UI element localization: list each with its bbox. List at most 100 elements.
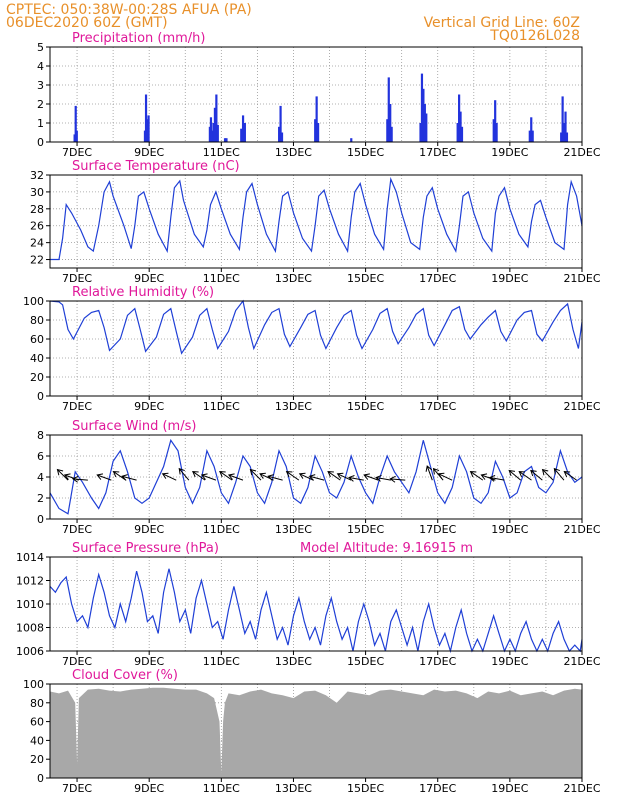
x-tick-label: 21DEC	[563, 782, 600, 795]
precip-bar	[460, 126, 464, 142]
panel-title: Surface Temperature (nC)	[72, 159, 240, 174]
x-tick-label: 13DEC	[275, 272, 312, 285]
x-tick-label: 15DEC	[347, 782, 384, 795]
wind-arrow	[518, 470, 532, 481]
x-tick-label: 19DEC	[491, 146, 528, 159]
plot-frame	[49, 300, 583, 397]
x-tick-label: 13DEC	[275, 146, 312, 159]
wind-arrow	[56, 468, 69, 481]
wind-arrow	[389, 475, 406, 483]
precip-bar	[279, 105, 282, 142]
y-tick-label: 4	[37, 60, 44, 73]
x-tick-label: 7DEC	[62, 272, 92, 285]
wind-arrow	[178, 467, 190, 481]
panel-3: 0 2 4 6 8 7DEC 9DEC 11DEC 13DEC 15DEC 17DEC 19DEC 21…	[37, 419, 601, 536]
precip-bar	[144, 94, 148, 142]
panel-title: Cloud Cover (%)	[72, 668, 178, 683]
x-tick-label: 15DEC	[347, 523, 384, 536]
y-tick-label: 3	[37, 79, 44, 92]
y-tick-label: 1010	[16, 598, 44, 611]
plot-frame	[49, 683, 583, 779]
x-tick-label: 21DEC	[563, 655, 600, 668]
panels: 0 1 2 3 4 5 7DEC 9DEC 11DEC 13DEC 15DEC 17DEC 19DEC 2…	[16, 31, 601, 795]
panel-1: 22 24 26 28 30 32 7DEC 9DEC 11DEC 13DEC 15DEC 17DEC…	[30, 159, 601, 285]
wind-arrow	[308, 474, 325, 481]
wind-arrow	[541, 468, 554, 481]
precip-bar	[225, 138, 228, 142]
precip-bar	[350, 138, 353, 142]
x-tick-label: 9DEC	[134, 782, 164, 795]
y-tick-label: 22	[30, 254, 44, 267]
x-tick-label: 7DEC	[62, 782, 92, 795]
wind-arrow	[437, 472, 453, 481]
y-tick-label: 26	[30, 220, 44, 233]
precip-bar	[531, 130, 534, 142]
wind-arrow	[375, 474, 391, 482]
precip-bar	[456, 123, 459, 142]
panel-annotation: Model Altitude: 9.16915 m	[300, 541, 473, 556]
wind-arrow	[480, 473, 496, 481]
precip-bar	[565, 132, 569, 142]
x-tick-label: 11DEC	[203, 146, 240, 159]
y-tick-label: 4	[37, 471, 44, 484]
precip-bar	[561, 96, 564, 142]
wind-arrow	[469, 470, 484, 481]
panel-title: Surface Wind (m/s)	[72, 419, 196, 434]
precip-bar	[209, 117, 213, 142]
x-tick-label: 7DEC	[62, 146, 92, 159]
precip-bar	[389, 104, 392, 142]
x-tick-label: 13DEC	[275, 523, 312, 536]
x-tick-label: 9DEC	[134, 146, 164, 159]
x-tick-label: 21DEC	[563, 523, 600, 536]
y-tick-label: 1	[37, 117, 44, 130]
header-date: 06DEC2020 60Z (GMT)	[6, 15, 168, 31]
precip-bar	[241, 115, 245, 142]
precip-bar	[530, 117, 533, 142]
cloud-area	[50, 687, 582, 778]
precip-bar	[216, 124, 219, 142]
precip-bar	[528, 130, 531, 142]
wind-arrow	[488, 474, 505, 482]
series-line	[50, 176, 583, 261]
precip-bar	[390, 126, 393, 142]
precip-bar	[560, 132, 563, 142]
x-tick-label: 21DEC	[563, 272, 600, 285]
x-tick-label: 9DEC	[134, 523, 164, 536]
wind-arrow	[336, 472, 352, 481]
x-tick-label: 11DEC	[203, 400, 240, 413]
y-tick-label: 0	[37, 136, 44, 149]
wind-arrow	[219, 470, 233, 481]
precip-bar	[278, 126, 281, 142]
y-tick-label: 60	[30, 716, 44, 729]
panel-4: 1006 1008 1010 1012 1014 7DEC 9DEC 11DEC 13DEC 15…	[16, 541, 601, 668]
precip-bar	[423, 104, 426, 142]
x-tick-label: 19DEC	[491, 523, 528, 536]
y-tick-label: 5	[37, 41, 44, 54]
precip-bar	[243, 123, 246, 142]
precip-bar	[147, 115, 150, 142]
x-tick-label: 17DEC	[419, 782, 456, 795]
y-tick-label: 1006	[16, 645, 44, 658]
x-tick-label: 15DEC	[347, 146, 384, 159]
precip-bar	[223, 138, 227, 142]
wind-arrow	[161, 472, 177, 481]
y-tick-label: 60	[30, 333, 44, 346]
y-tick-label: 0	[37, 772, 44, 785]
wind-arrow	[121, 474, 137, 481]
y-tick-label: 2	[37, 492, 44, 505]
header-location: CPTEC: 050:38W-00:28S AFUA (PA)	[6, 2, 252, 18]
y-tick-label: 80	[30, 697, 44, 710]
precip-bar	[212, 123, 215, 142]
y-tick-label: 1014	[16, 551, 44, 564]
x-tick-label: 15DEC	[347, 272, 384, 285]
precip-bar	[280, 132, 284, 142]
precip-bar	[387, 77, 390, 142]
x-tick-label: 7DEC	[62, 523, 92, 536]
wind-arrow	[553, 467, 565, 481]
y-tick-label: 8	[37, 429, 44, 442]
wind-arrow	[348, 474, 364, 482]
y-tick-label: 80	[30, 314, 44, 327]
precip-bar	[492, 119, 495, 142]
x-tick-label: 19DEC	[491, 400, 528, 413]
x-tick-label: 11DEC	[203, 272, 240, 285]
